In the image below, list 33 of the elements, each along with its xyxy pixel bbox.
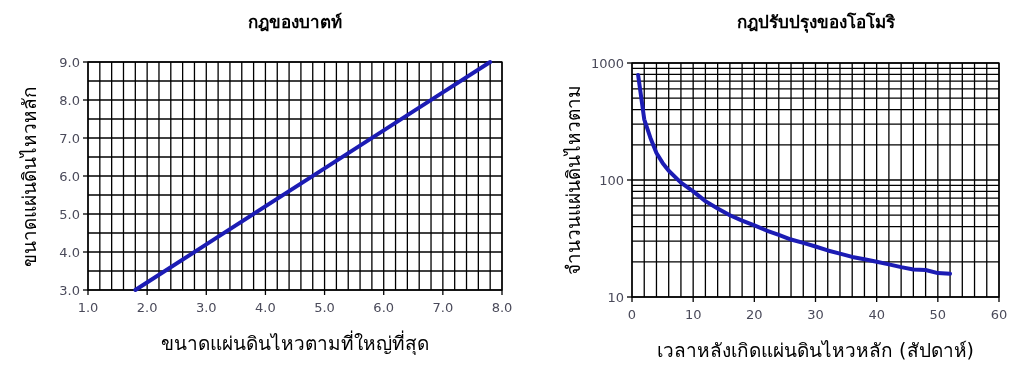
y-tick-label: 3.0 [59, 283, 80, 298]
x-tick-label: 40 [868, 307, 885, 322]
x-tick-label: 20 [746, 307, 763, 322]
line-series [636, 72, 953, 276]
y-axis-title: จำนวนแผ่นดินไหวตาม [562, 85, 584, 275]
x-axis-title: เวลาหลังเกิดแผ่นดินไหวหลัก (สัปดาห์) [657, 339, 974, 361]
x-tick-label: 30 [807, 307, 824, 322]
y-tick-label: 4.0 [59, 245, 80, 260]
x-tick-label: 8.0 [491, 300, 513, 315]
y-tick-label: 9.0 [59, 55, 80, 70]
x-tick-label: 50 [929, 307, 947, 322]
x-tick-label: 10 [684, 307, 702, 322]
y-tick-label: 10 [607, 290, 624, 305]
x-tick-label: 3.0 [195, 300, 217, 315]
y-tick-label: 8.0 [59, 93, 80, 108]
x-tick-label: 4.0 [255, 300, 276, 315]
x-axis-title: ขนาดแผ่นดินไหวตามที่ใหญ่ที่สุด [161, 330, 429, 356]
chart-title: กฎปรับปรุงของโอโมริ [736, 12, 896, 33]
chart-title: กฎของบาตท์ [248, 12, 342, 32]
x-tick-label: 1.0 [77, 300, 99, 315]
y-tick-label: 6.0 [59, 169, 80, 184]
x-tick-label: 60 [990, 307, 1008, 322]
x-tick-label: 6.0 [373, 300, 395, 315]
x-tick-label: 0 [627, 307, 637, 322]
y-tick-label: 5.0 [59, 207, 80, 222]
x-tick-label: 2.0 [136, 300, 158, 315]
line-series [133, 60, 493, 292]
y-tick-label: 1000 [590, 56, 624, 71]
x-tick-label: 5.0 [314, 300, 335, 315]
x-tick-label: 7.0 [432, 300, 454, 315]
y-axis-title: ขนาดแผ่นดินไหวหลัก [18, 85, 40, 267]
y-tick-label: 100 [599, 173, 624, 188]
y-tick-label: 7.0 [59, 131, 80, 146]
